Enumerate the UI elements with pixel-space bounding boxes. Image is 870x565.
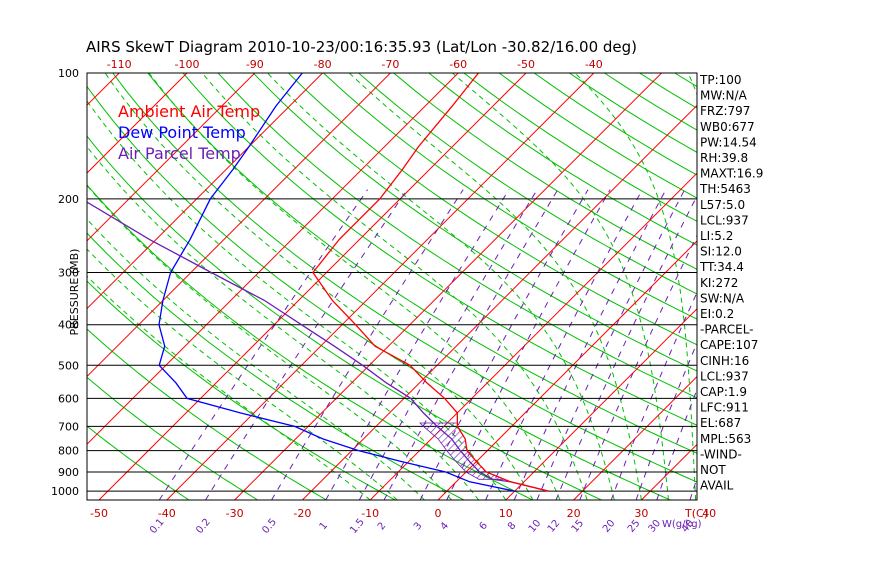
side-panel-entry: -PARCEL- [700, 323, 754, 337]
side-panel-entry: -WIND- [700, 447, 742, 461]
pressure-tick-label: 500 [58, 359, 79, 372]
mixing-ratio-label: 30 [647, 518, 664, 535]
top-temp-tick-label: -110 [107, 58, 132, 71]
side-panel-entry: LI:5.2 [700, 229, 733, 243]
top-temp-tick-label: -100 [175, 58, 200, 71]
mixing-ratio-label: 1 [318, 520, 331, 532]
isotherm [0, 73, 119, 500]
side-panel-entry: KI:272 [700, 276, 738, 290]
bottom-temp-tick-label: -30 [226, 507, 244, 520]
bottom-temp-tick-label: -50 [90, 507, 108, 520]
side-panel-entry: LCL:937 [700, 369, 749, 383]
legend-entry: Ambient Air Temp [118, 102, 260, 121]
side-panel-entry: SI:12.0 [700, 245, 742, 259]
mixing-ratio-label: 0.2 [194, 517, 213, 536]
top-temp-tick-label: -80 [314, 58, 332, 71]
legend-entry: Air Parcel Temp [118, 144, 241, 163]
pressure-tick-label: 600 [58, 392, 79, 405]
top-temp-tick-label: -60 [449, 58, 467, 71]
mixing-ratio-label: 2 [376, 520, 389, 532]
side-panel-entry: SW:N/A [700, 291, 745, 305]
side-panel-entry: EI:0.2 [700, 307, 734, 321]
pressure-tick-label: 900 [58, 466, 79, 479]
pressure-tick-label: 700 [58, 420, 79, 433]
pressure-tick-label: 300 [58, 267, 79, 280]
bottom-temp-tick-label: 20 [567, 507, 581, 520]
bottom-temp-tick-label: -10 [361, 507, 379, 520]
pressure-tick-label: 800 [58, 445, 79, 458]
side-panel-entry: MW:N/A [700, 89, 748, 103]
dry-adiabat [429, 73, 870, 500]
side-panel-entry: TT:34.4 [699, 260, 744, 274]
dry-adiabat [464, 73, 870, 500]
side-panel-entry: CAPE:107 [700, 338, 758, 352]
side-panel-entry: WB0:677 [700, 120, 755, 134]
side-panel-entry: PW:14.54 [700, 135, 757, 149]
dry-adiabat [780, 73, 870, 500]
isotherm [302, 73, 729, 500]
mixing-ratio-label: 0.5 [260, 517, 279, 536]
side-panel-entry: L57:5.0 [700, 198, 745, 212]
side-panel-entry: NOT [700, 463, 726, 477]
dry-adiabat [745, 73, 870, 500]
side-panel-entry: LFC:911 [700, 401, 749, 415]
top-temp-tick-label: -90 [246, 58, 264, 71]
isotherm [0, 73, 51, 500]
mixing-ratio-label: 6 [477, 520, 490, 532]
side-panel-entry: FRZ:797 [700, 104, 750, 118]
legend-entry: Dew Point Temp [118, 123, 246, 142]
dry-adiabat [253, 73, 870, 500]
mixing-ratio-label: 3 [412, 520, 425, 532]
mixing-ratio-line [556, 190, 700, 500]
side-panel-entry: MAXT:16.9 [700, 167, 763, 181]
bottom-temp-tick-label: -40 [158, 507, 176, 520]
top-temp-tick-label: -70 [381, 58, 399, 71]
isotherm [777, 73, 870, 500]
cin-hatch-area [420, 423, 504, 479]
bottom-temp-tick-label: -20 [293, 507, 311, 520]
side-panel-entry: MPL:563 [700, 432, 751, 446]
side-panel-entry: LCL:937 [700, 213, 749, 227]
dry-adiabat [288, 73, 870, 500]
top-temp-tick-label: -50 [517, 58, 535, 71]
top-temp-tick-label: -40 [585, 58, 603, 71]
side-panel-entry: TH:5463 [699, 182, 751, 196]
dry-adiabat [499, 73, 870, 500]
bottom-temp-tick-label: 0 [435, 507, 442, 520]
moist-adiabat [37, 73, 479, 500]
mixing-ratio-label: 20 [601, 518, 618, 535]
isotherm [506, 73, 870, 500]
mixing-ratio-label: 12 [546, 518, 563, 535]
dry-adiabat [815, 73, 870, 500]
chart-title: AIRS SkewT Diagram 2010-10-23/00:16:35.9… [86, 38, 637, 56]
mixing-ratio-label: 4 [439, 520, 452, 532]
legend: Ambient Air Temp Dew Point Temp Air Parcel… [118, 102, 260, 163]
pressure-tick-label: 200 [58, 193, 79, 206]
side-panel-entry: AVAIL [700, 479, 734, 493]
side-panel-entry: TP:100 [699, 73, 742, 87]
side-panel-entry: RH:39.8 [700, 151, 748, 165]
mixing-ratio-label: 25 [626, 518, 643, 535]
isotherm [845, 73, 870, 500]
mixing-ratio-label: 10 [527, 518, 544, 535]
pressure-tick-label: 100 [58, 67, 79, 80]
side-panel-entry: EL:687 [700, 416, 741, 430]
side-panel-entry: CINH:16 [700, 354, 749, 368]
mixing-ratio-line [159, 190, 367, 500]
mixing-ratio-unit-label: W(g/kg) [662, 519, 702, 530]
bottom-temp-tick-label: 30 [634, 507, 648, 520]
pressure-tick-label: 1000 [51, 485, 79, 498]
dry-adiabat [850, 73, 870, 500]
bottom-temp-tick-label: 10 [499, 507, 513, 520]
pressure-tick-label: 400 [58, 319, 79, 332]
mixing-ratio-line [537, 190, 685, 500]
mixing-ratio-label: 8 [506, 520, 519, 532]
mixing-ratio-label: 15 [570, 518, 587, 535]
side-panel-entry: CAP:1.9 [700, 385, 747, 399]
mixing-ratio-line [580, 190, 720, 500]
